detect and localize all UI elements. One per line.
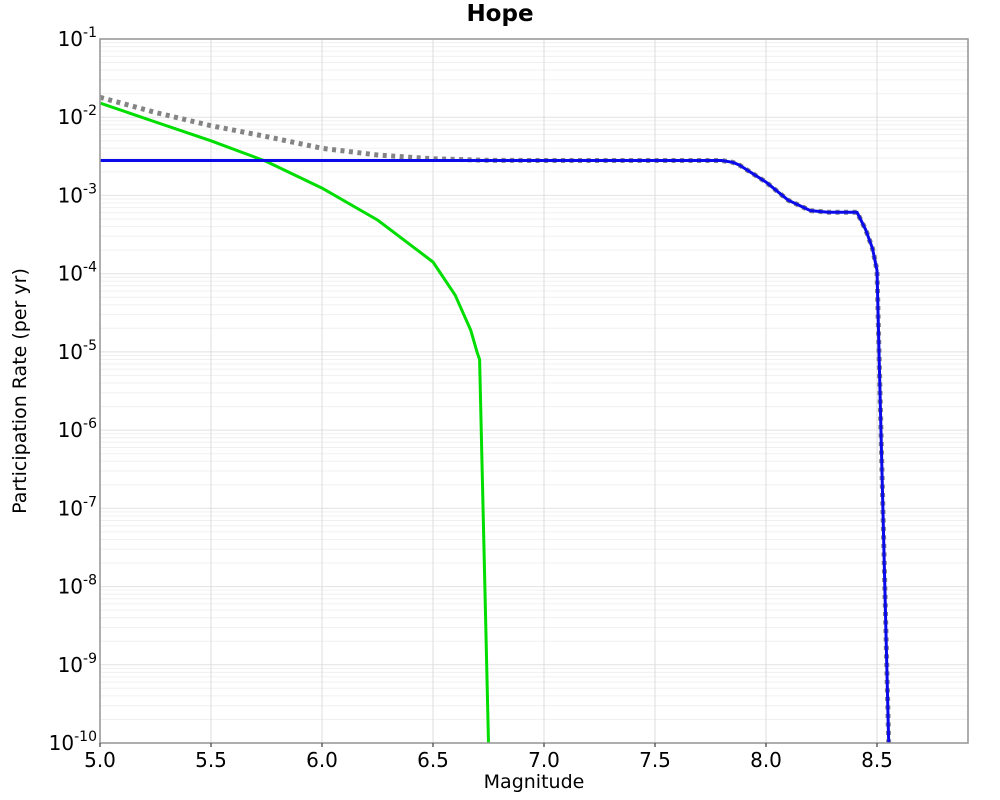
x-tick-label: 5.5	[195, 748, 227, 772]
y-tick-label: 10-3	[58, 181, 97, 207]
y-axis-ticks: 10-1 10-2 10-3 10-4 10-5 10-6 10-7 10-8 10-9 10-1…	[49, 25, 97, 755]
y-tick-label: 10-2	[58, 103, 97, 129]
series-total-rate-dotted	[100, 94, 892, 743]
y-tick-label: 10-1	[58, 25, 97, 51]
y-tick-label: 10-10	[49, 729, 97, 755]
x-grid	[210, 39, 878, 743]
y-tick-label: 10-9	[58, 651, 97, 677]
chart-title: Hope	[466, 1, 534, 27]
y-tick-label: 10-5	[58, 338, 97, 364]
x-tick-label: 5.0	[84, 748, 116, 772]
y-axis-label: Participation Rate (per yr)	[9, 268, 31, 514]
y-tick-label: 10-8	[58, 573, 97, 599]
y-tick-label: 10-4	[58, 260, 98, 286]
y-tick-label: 10-7	[58, 494, 97, 520]
x-tick-label: 8.0	[750, 748, 782, 772]
series-group	[100, 94, 892, 743]
x-tick-label: 8.5	[861, 748, 893, 772]
y-grid-major	[100, 116, 968, 666]
x-tick-label: 7.5	[639, 748, 671, 772]
x-tick-label: 7.0	[528, 748, 560, 772]
x-axis-label: Magnitude	[483, 771, 585, 793]
x-tick-label: 6.0	[306, 748, 338, 772]
plot-border	[99, 38, 969, 744]
y-tick-label: 10-6	[58, 416, 98, 442]
x-tick-label: 6.5	[417, 748, 449, 772]
series-blue-rate	[100, 159, 891, 743]
series-green-rate	[100, 101, 490, 743]
x-axis-ticks: 5.0 5.5 6.0 6.5 7.0 7.5 8.0 8.5	[84, 743, 893, 772]
y-grid-minor	[100, 42, 968, 720]
